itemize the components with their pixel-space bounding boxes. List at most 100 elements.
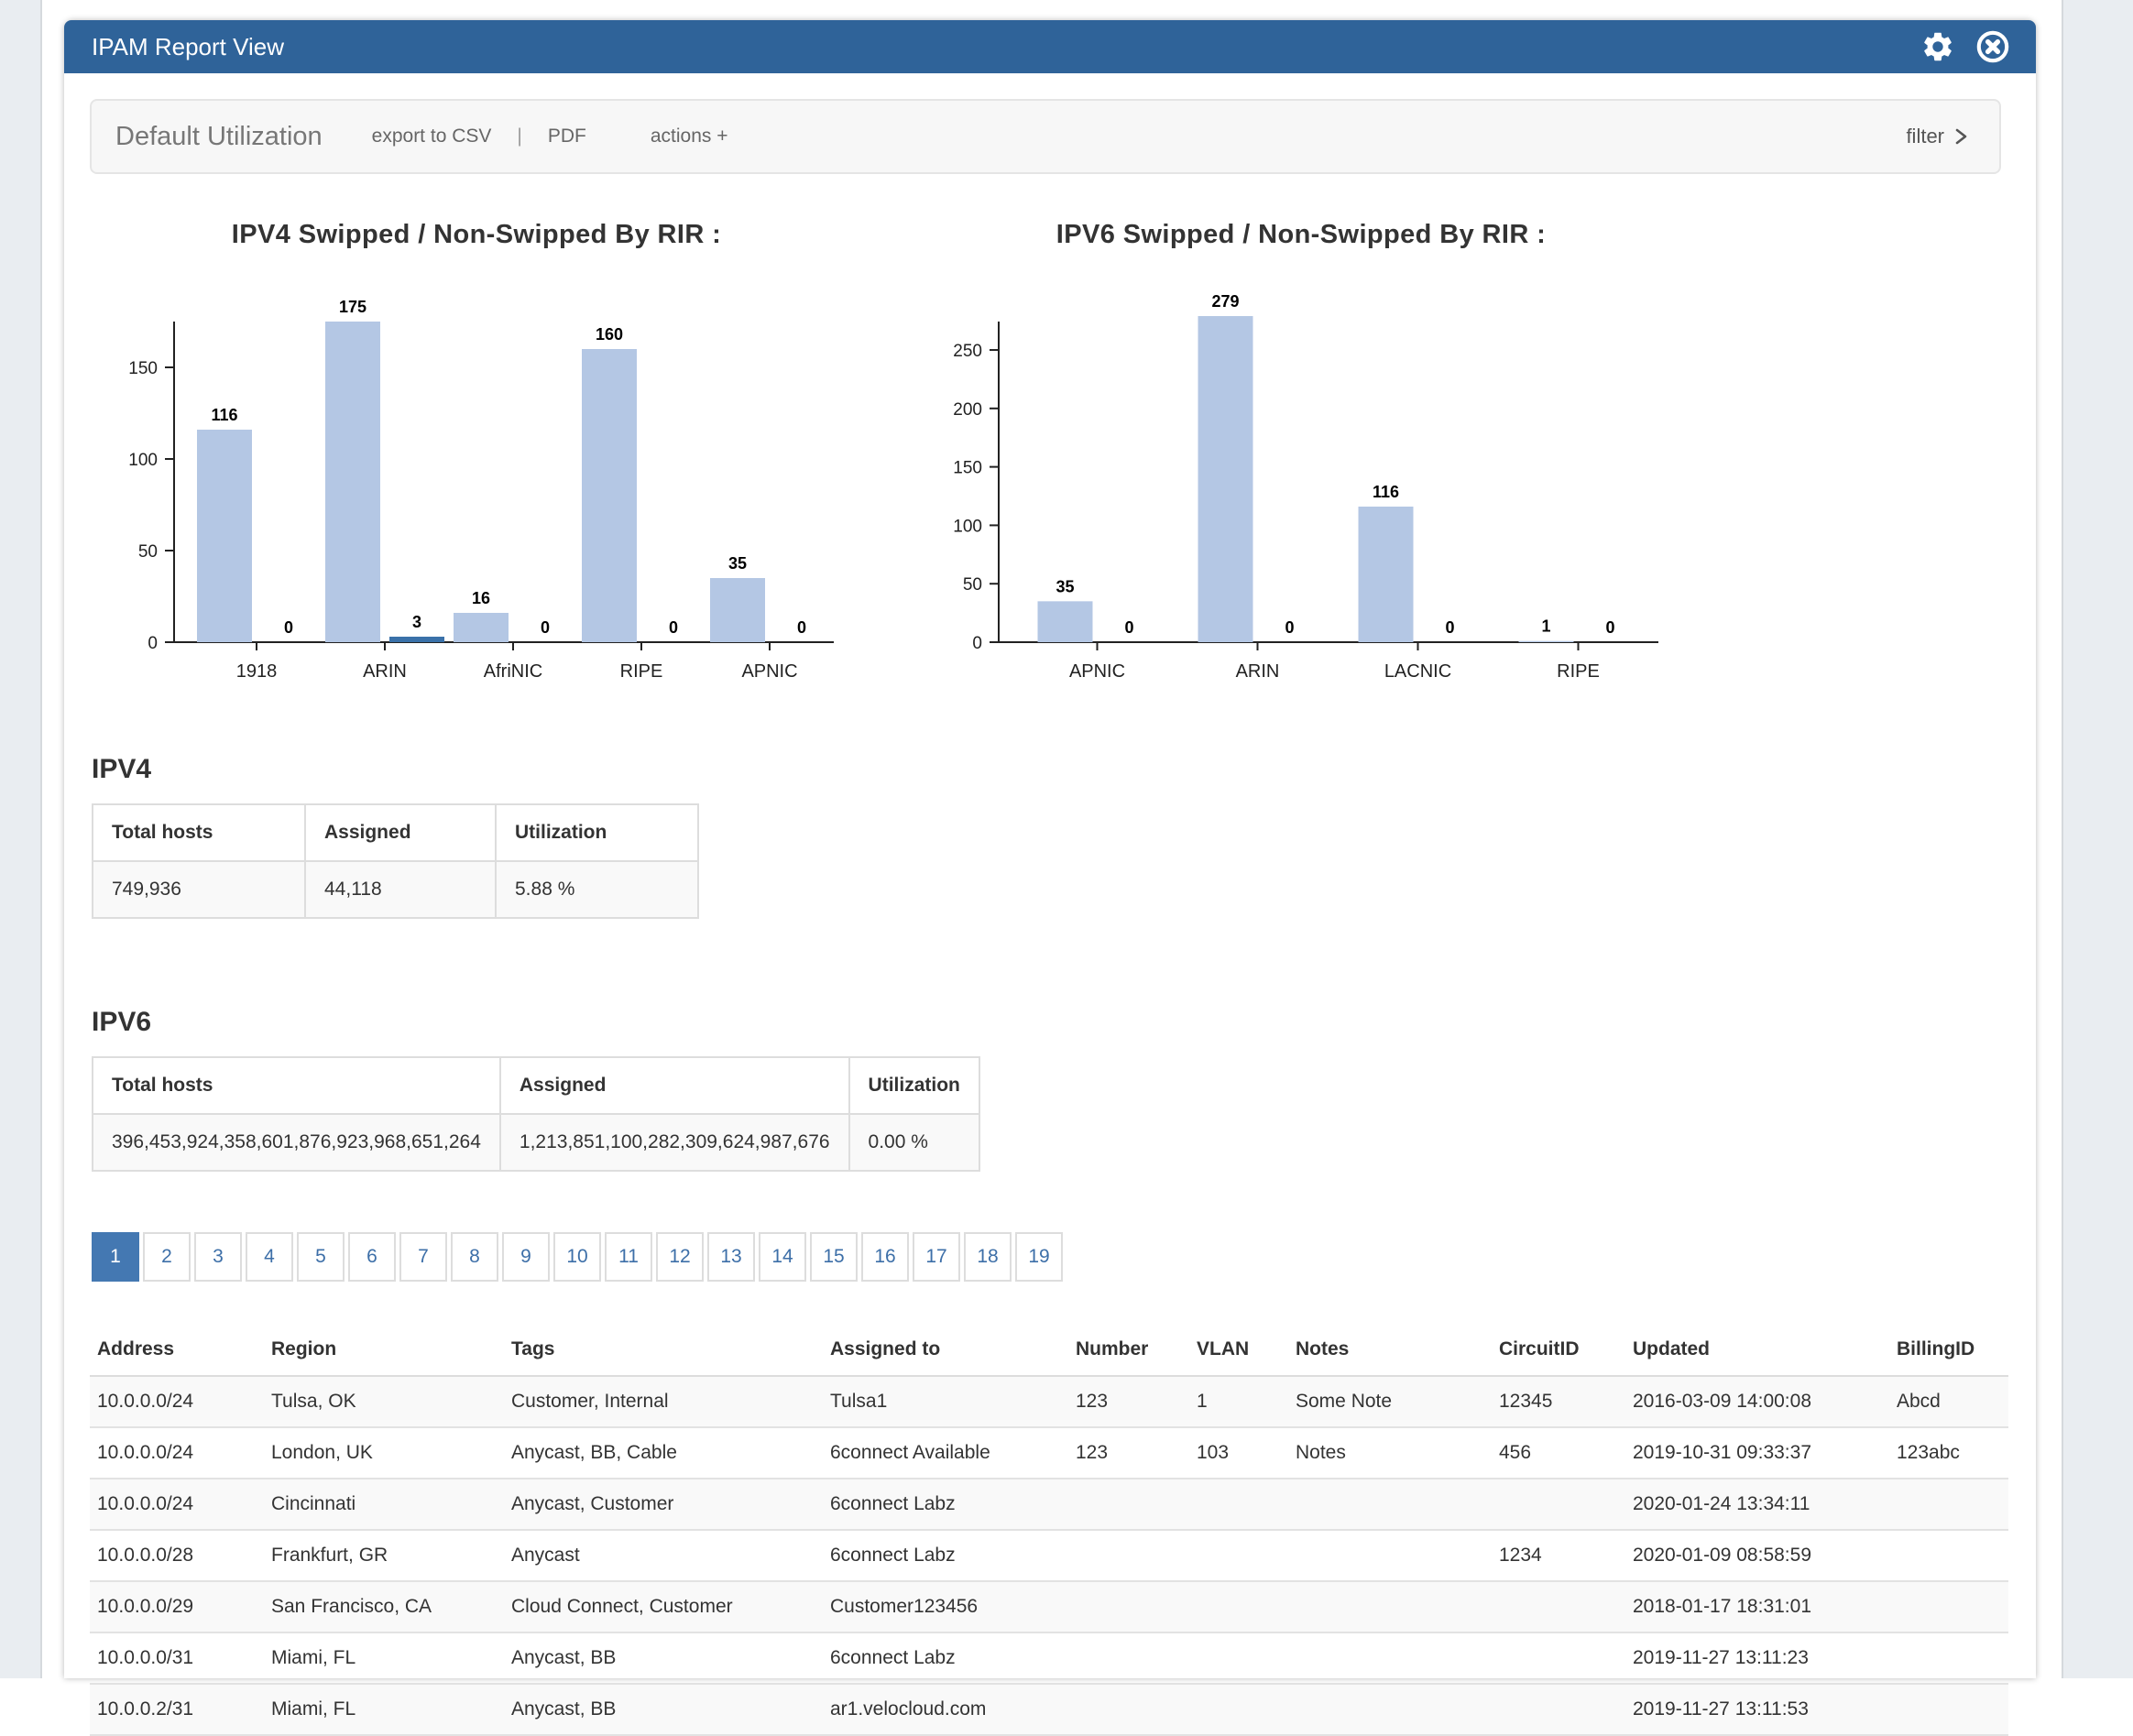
toolbar-separator: | [517,126,522,147]
svg-text:0: 0 [669,618,678,637]
table-cell [1492,1632,1625,1685]
page-button-9[interactable]: 9 [502,1232,550,1282]
summary-column-header: Total hosts [92,1056,501,1115]
table-row[interactable]: 10.0.0.0/29 San Francisco, CA Cloud Connec… [90,1581,2008,1633]
filter-toggle[interactable]: filter [1906,125,1968,148]
page-button-16[interactable]: 16 [861,1232,909,1282]
svg-text:0: 0 [1285,618,1294,637]
svg-text:150: 150 [128,359,158,378]
page-button-4[interactable]: 4 [246,1232,293,1282]
gear-icon[interactable] [1920,29,1955,64]
close-circle-icon[interactable] [1975,29,2010,64]
page-button-6[interactable]: 6 [348,1232,396,1282]
ipv4-summary-section: IPV4 Total hosts Assigned Utilization 749,9… [92,754,2036,919]
summary-cell: 0.00 % [848,1113,980,1172]
table-cell [1492,1581,1625,1633]
table-cell: Customer, Internal [504,1376,823,1428]
table-cell [1068,1632,1189,1685]
panel-header-icons [1920,29,2010,64]
table-row[interactable]: 10.0.0.0/31 Miami, FL Anycast, BB 6connect … [90,1632,2008,1685]
table-cell: Anycast, BB [504,1684,823,1736]
report-toolbar: Default Utilization export to CSV | PDF … [90,99,2001,174]
table-cell: 10.0.0.0/24 [90,1427,264,1479]
svg-text:116: 116 [211,406,237,424]
table-cell [1189,1632,1288,1685]
svg-text:35: 35 [1056,577,1074,595]
svg-text:0: 0 [972,634,982,653]
records-column-header: CircuitID [1492,1324,1625,1377]
page-button-14[interactable]: 14 [759,1232,806,1282]
pagination: 1 2 3 4 5 6 7 8 9 10 11 12 13 14 15 16 17 18 19 [92,1232,2036,1282]
table-cell [1189,1530,1288,1582]
table-cell [1288,1684,1492,1736]
export-pdf-link[interactable]: PDF [547,126,586,147]
page-button-3[interactable]: 3 [194,1232,242,1282]
records-column-header: Tags [504,1324,823,1377]
svg-text:200: 200 [953,400,982,420]
page-button-2[interactable]: 2 [143,1232,191,1282]
records-column-header: Number [1068,1324,1189,1377]
ipv4-chart-plot: 050100150116019181753ARIN160AfriNIC1600R… [128,298,834,682]
page-button-13[interactable]: 13 [707,1232,755,1282]
table-cell: Cloud Connect, Customer [504,1581,823,1633]
records-table: Address Region Tags Assigned to Number VLAN No… [90,1324,2008,1736]
table-row[interactable]: 10.0.0.0/24 London, UK Anycast, BB, Cable 6… [90,1427,2008,1479]
table-cell: Some Note [1288,1376,1492,1428]
svg-text:AfriNIC: AfriNIC [484,661,542,682]
table-row[interactable]: 10.0.0.2/31 Miami, FL Anycast, BB ar1.veloc… [90,1684,2008,1736]
svg-text:1918: 1918 [236,661,278,682]
table-cell: Tulsa1 [823,1376,1068,1428]
charts-row: IPV4 Swipped / Non-Swipped By RIR : 0 50 1… [92,220,2036,697]
panel-title: IPAM Report View [92,32,285,60]
page-button-15[interactable]: 15 [810,1232,858,1282]
page-button-19[interactable]: 19 [1015,1232,1063,1282]
table-cell [1189,1684,1288,1736]
page-button-1[interactable]: 1 [92,1232,139,1282]
table-cell: 2019-11-27 13:11:23 [1625,1632,1889,1685]
table-cell [1889,1479,2008,1531]
svg-text:279: 279 [1211,292,1239,311]
table-cell: 10.0.0.0/28 [90,1530,264,1582]
summary-column-header: Utilization [848,1056,980,1115]
page-button-10[interactable]: 10 [553,1232,601,1282]
table-cell [1492,1684,1625,1736]
records-section: Address Region Tags Assigned to Number VLAN No… [90,1324,2008,1736]
table-cell: 10.0.0.2/31 [90,1684,264,1736]
summary-column-header: Total hosts [92,803,306,862]
svg-text:0: 0 [1124,618,1133,637]
svg-text:RIPE: RIPE [620,661,663,682]
page-button-8[interactable]: 8 [451,1232,498,1282]
ipv4-section-heading: IPV4 [92,754,152,784]
chevron-right-icon [1955,128,1967,145]
table-cell: 456 [1492,1427,1625,1479]
svg-text:0: 0 [797,618,806,637]
actions-menu[interactable]: actions + [650,126,728,147]
panel-header: IPAM Report View [64,20,2036,73]
table-cell: Miami, FL [264,1632,504,1685]
page-button-17[interactable]: 17 [913,1232,960,1282]
table-row[interactable]: 10.0.0.0/24 Cincinnati Anycast, Customer 6c… [90,1479,2008,1531]
table-cell [1068,1530,1189,1582]
page-button-18[interactable]: 18 [964,1232,1012,1282]
page-button-12[interactable]: 12 [656,1232,704,1282]
records-column-header: Updated [1625,1324,1889,1377]
svg-text:1: 1 [1541,617,1550,636]
summary-cell: 5.88 % [495,860,699,919]
page-button-5[interactable]: 5 [297,1232,345,1282]
records-column-header: BillingID [1889,1324,2008,1377]
table-row[interactable]: 10.0.0.0/24 Tulsa, OK Customer, Internal Tu… [90,1376,2008,1428]
records-column-header: Address [90,1324,264,1377]
table-row[interactable]: 10.0.0.0/28 Frankfurt, GR Anycast 6connect … [90,1530,2008,1582]
table-cell: 10.0.0.0/24 [90,1479,264,1531]
svg-text:175: 175 [339,298,366,316]
svg-text:3: 3 [412,613,421,631]
page-button-11[interactable]: 11 [605,1232,652,1282]
table-cell: 2016-03-09 14:00:08 [1625,1376,1889,1428]
svg-text:0: 0 [1445,618,1454,637]
table-cell: Anycast [504,1530,823,1582]
table-cell: London, UK [264,1427,504,1479]
svg-text:RIPE: RIPE [1557,661,1600,682]
table-cell [1889,1581,2008,1633]
page-button-7[interactable]: 7 [399,1232,447,1282]
export-csv-link[interactable]: export to CSV [371,126,492,147]
